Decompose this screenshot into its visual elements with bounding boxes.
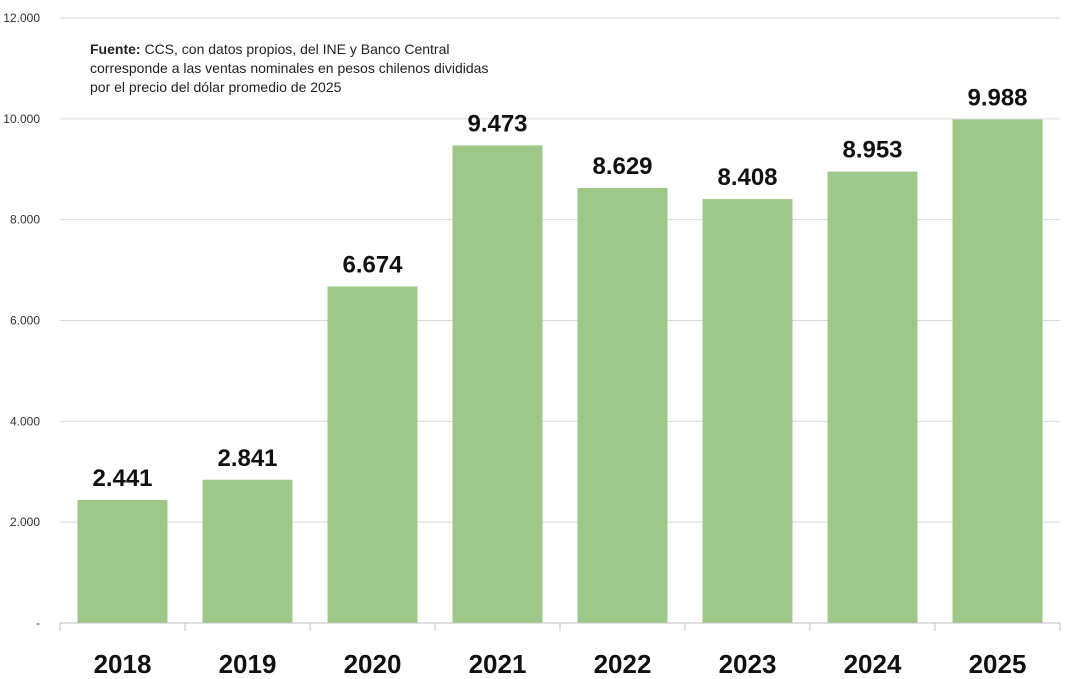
- data-label-2020: 6.674: [342, 252, 403, 279]
- bar-2020: [327, 286, 418, 623]
- x-tick-label-2020: 2020: [344, 649, 402, 679]
- y-tick-label: 4.000: [10, 414, 40, 428]
- y-tick-label: 6.000: [10, 314, 40, 328]
- data-label-2023: 8.408: [717, 164, 777, 191]
- bars: [77, 119, 1043, 624]
- data-label-2021: 9.473: [467, 110, 527, 137]
- y-tick-label: 12.000: [3, 11, 40, 25]
- source-note-text: CCS, con datos propios, del INE y Banco …: [90, 41, 489, 95]
- x-tick-label-2019: 2019: [219, 649, 277, 679]
- source-note-label: Fuente:: [90, 41, 141, 57]
- bar-2023: [702, 199, 793, 623]
- bar-2021: [452, 145, 543, 623]
- x-tick-label-2023: 2023: [719, 649, 777, 679]
- bar-2025: [952, 119, 1043, 624]
- x-tick-label-2018: 2018: [94, 649, 152, 679]
- bar-2022: [577, 187, 668, 623]
- x-tick-label-2021: 2021: [469, 649, 527, 679]
- x-tick-label-2024: 2024: [844, 649, 902, 679]
- y-tick-label: 2.000: [10, 515, 40, 529]
- x-tick-label-2022: 2022: [594, 649, 652, 679]
- data-label-2025: 9.988: [967, 84, 1027, 111]
- source-note: Fuente: CCS, con datos propios, del INE …: [90, 40, 510, 97]
- data-labels: 2.441 2.841 6.674 9.473 8.629 8.408 8.953 9.988: [92, 84, 1027, 491]
- data-label-2018: 2.441: [92, 465, 152, 492]
- y-tick-label: 8.000: [10, 213, 40, 227]
- data-label-2019: 2.841: [217, 445, 277, 472]
- data-label-2024: 8.953: [842, 137, 902, 164]
- bar-2019: [202, 479, 293, 623]
- y-tick-label: -: [36, 616, 40, 630]
- data-label-2022: 8.629: [592, 153, 652, 180]
- x-axis: 2018 2019 2020 2021 2022 2023 2024 2025: [59, 622, 1061, 679]
- bar-2018: [77, 499, 168, 623]
- x-tick-label-2025: 2025: [969, 649, 1027, 679]
- y-tick-label: 10.000: [3, 112, 40, 126]
- y-axis: - 2.000 4.000 6.000 8.000 10.000 12.000: [3, 11, 40, 630]
- bar-2024: [827, 171, 918, 624]
